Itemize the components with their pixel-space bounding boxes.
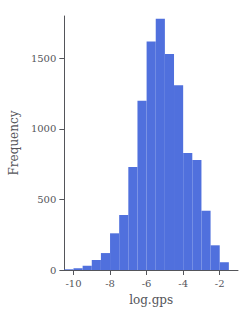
svg-text:500: 500 [37, 194, 56, 205]
svg-text:1000: 1000 [31, 123, 56, 134]
svg-text:0: 0 [50, 265, 56, 276]
svg-text:1500: 1500 [31, 53, 56, 64]
svg-text:-4: -4 [178, 278, 188, 289]
svg-text:log.gps: log.gps [129, 293, 173, 307]
svg-text:-6: -6 [142, 278, 152, 289]
svg-text:-2: -2 [215, 278, 225, 289]
svg-text:Frequency: Frequency [7, 110, 21, 175]
svg-text:-8: -8 [105, 278, 115, 289]
svg-text:-10: -10 [65, 278, 81, 289]
